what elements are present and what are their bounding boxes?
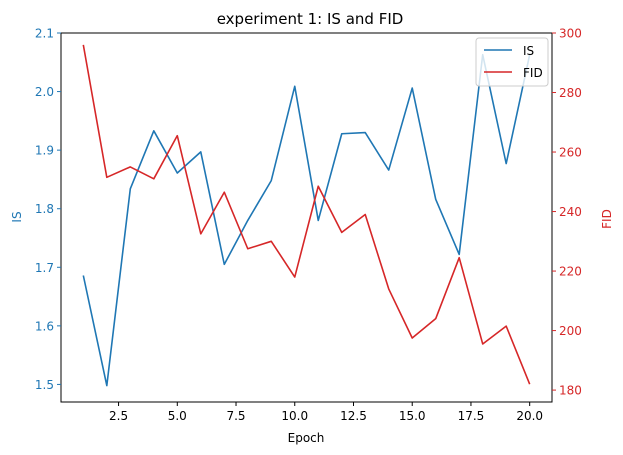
y-right-tick-label: 300 (559, 27, 582, 41)
y-right-tick-label: 180 (559, 384, 582, 398)
y-axis-right-label: FID (600, 209, 614, 229)
x-tick-label: 20.0 (516, 409, 543, 423)
chart-title: experiment 1: IS and FID (217, 10, 404, 28)
y-left-tick-label: 1.9 (35, 144, 54, 158)
x-tick-label: 15.0 (399, 409, 426, 423)
x-tick-label: 7.5 (226, 409, 245, 423)
x-axis-label: Epoch (288, 431, 325, 445)
series-layer (82, 44, 531, 387)
legend: IS FID (475, 37, 549, 87)
x-tick-label: 17.5 (458, 409, 485, 423)
y-left-tick-label: 1.5 (35, 378, 54, 392)
y-axis-left-label: IS (10, 211, 24, 222)
legend-label-is: IS (523, 44, 534, 58)
series-line-fid (82, 44, 531, 385)
y-left-tick-label: 1.6 (35, 319, 54, 333)
x-tick-label: 12.5 (340, 409, 367, 423)
legend-label-fid: FID (523, 66, 543, 80)
x-tick-label: 5.0 (168, 409, 187, 423)
plot-frame (60, 32, 553, 403)
y-left-tick-label: 2.0 (35, 85, 54, 99)
y-right-tick-label: 240 (559, 205, 582, 219)
y-right-tick-label: 200 (559, 324, 582, 338)
y-axis-right: 180 200 220 240 260 280 300 (552, 27, 582, 398)
x-axis: 2.5 5.0 7.5 10.0 12.5 15.0 17.5 20.0 (109, 402, 543, 423)
x-tick-label: 10.0 (281, 409, 308, 423)
y-axis-left: 1.5 1.6 1.7 1.8 1.9 2.0 2.1 (35, 27, 61, 392)
y-right-tick-label: 280 (559, 86, 582, 100)
y-right-tick-label: 220 (559, 265, 582, 279)
y-left-tick-label: 1.8 (35, 202, 54, 216)
x-tick-label: 2.5 (109, 409, 128, 423)
y-left-tick-label: 2.1 (35, 27, 54, 41)
y-left-tick-label: 1.7 (35, 261, 54, 275)
series-line-is (82, 53, 531, 387)
y-right-tick-label: 260 (559, 146, 582, 160)
